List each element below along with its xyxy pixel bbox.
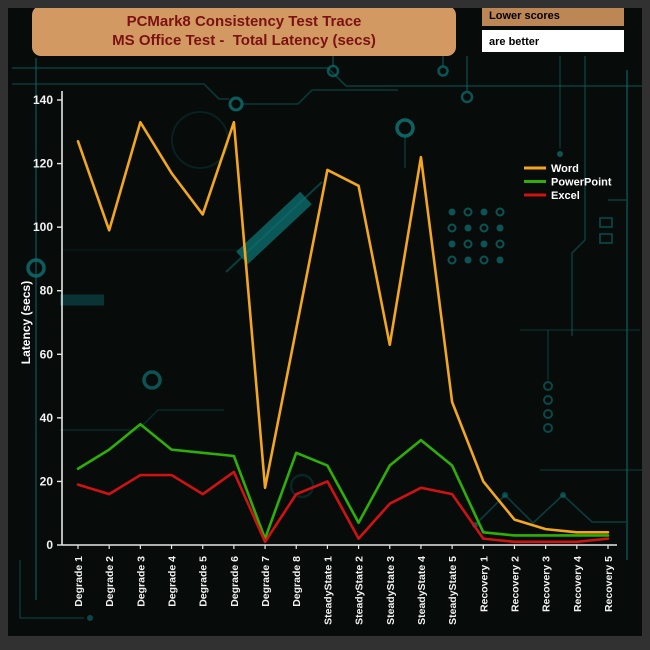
x-axis-label: Degrade 1 — [73, 556, 85, 607]
y-tick-label: 40 — [40, 411, 54, 425]
x-axis-label: Degrade 5 — [198, 556, 210, 607]
x-axis-label: SteadyState 5 — [447, 556, 459, 625]
x-axis-label: SteadyState 3 — [385, 556, 397, 625]
circuit-traces — [12, 56, 642, 621]
y-tick-label: 120 — [33, 157, 53, 171]
note-are-better: are better — [482, 30, 624, 52]
chart-title: PCMark8 Consistency Test Trace — [126, 13, 362, 30]
x-axis-label: Recovery 5 — [603, 556, 615, 612]
x-axis-label: SteadyState 2 — [354, 556, 366, 625]
x-axis-label: Recovery 2 — [509, 556, 521, 612]
x-axis-label: Degrade 8 — [291, 556, 303, 607]
chart-title-box: PCMark8 Consistency Test Trace MS Office… — [32, 8, 456, 56]
series-line-word — [76, 120, 610, 534]
x-axis-label: Recovery 4 — [572, 556, 584, 612]
y-tick-label: 80 — [40, 284, 54, 298]
y-tick-label: 60 — [40, 347, 54, 361]
x-axis-label: SteadyState 4 — [416, 556, 428, 625]
legend-label-word: Word — [551, 163, 579, 175]
x-axis-label: Degrade 7 — [260, 556, 272, 607]
chart-subtitle: MS Office Test - Total Latency (secs) — [112, 32, 376, 49]
legend-label-excel: Excel — [551, 190, 580, 202]
y-tick-label: 140 — [33, 93, 53, 107]
x-axis-label: Degrade 6 — [229, 556, 241, 607]
y-tick-label: 20 — [40, 474, 54, 488]
x-axis-label: Recovery 3 — [541, 556, 553, 612]
y-axis-title: Latency (secs) — [19, 281, 33, 364]
series-line-powerpoint — [76, 422, 610, 540]
note-lower-scores: Lower scores — [482, 8, 624, 26]
x-axis-label: Degrade 2 — [104, 556, 116, 607]
x-axis-label: Degrade 4 — [167, 556, 179, 607]
x-axis-label: SteadyState 1 — [322, 556, 334, 625]
y-tick-label: 0 — [46, 538, 53, 552]
legend-label-powerpoint: PowerPoint — [551, 177, 612, 189]
series-line-excel — [76, 470, 610, 544]
y-tick-label: 100 — [33, 220, 53, 234]
x-axis-label: Recovery 1 — [478, 556, 490, 612]
x-axis-label: Degrade 3 — [135, 556, 147, 607]
